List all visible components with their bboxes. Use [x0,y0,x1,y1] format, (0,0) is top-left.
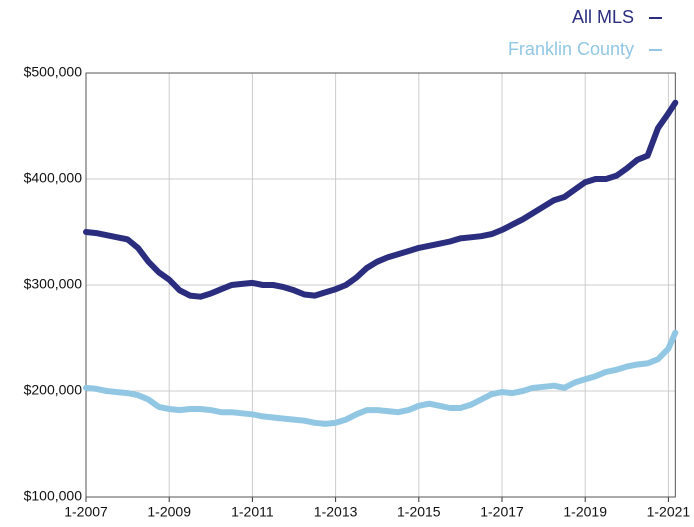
x-tick-label: 1-2017 [480,504,524,520]
x-tick-label: 1-2007 [64,504,108,520]
x-tick-label: 1-2021 [647,504,691,520]
y-tick-label: $200,000 [24,382,83,398]
y-tick-label: $300,000 [24,276,83,292]
plot-frame [85,72,676,498]
series-line [83,99,679,300]
x-tick-label: 1-2011 [231,504,274,520]
x-tick-label: 1-2019 [563,504,607,520]
y-tick-label: $100,000 [24,488,83,504]
x-tick-label: 1-2013 [314,504,358,520]
x-tick-label: 1-2009 [147,504,191,520]
y-tick-label: $500,000 [24,64,83,80]
legend-label: Franklin County [508,39,634,59]
series-line [83,329,679,427]
legend-label: All MLS [572,7,634,27]
y-tick-label: $400,000 [24,170,83,186]
x-tick-label: 1-2015 [397,504,441,520]
